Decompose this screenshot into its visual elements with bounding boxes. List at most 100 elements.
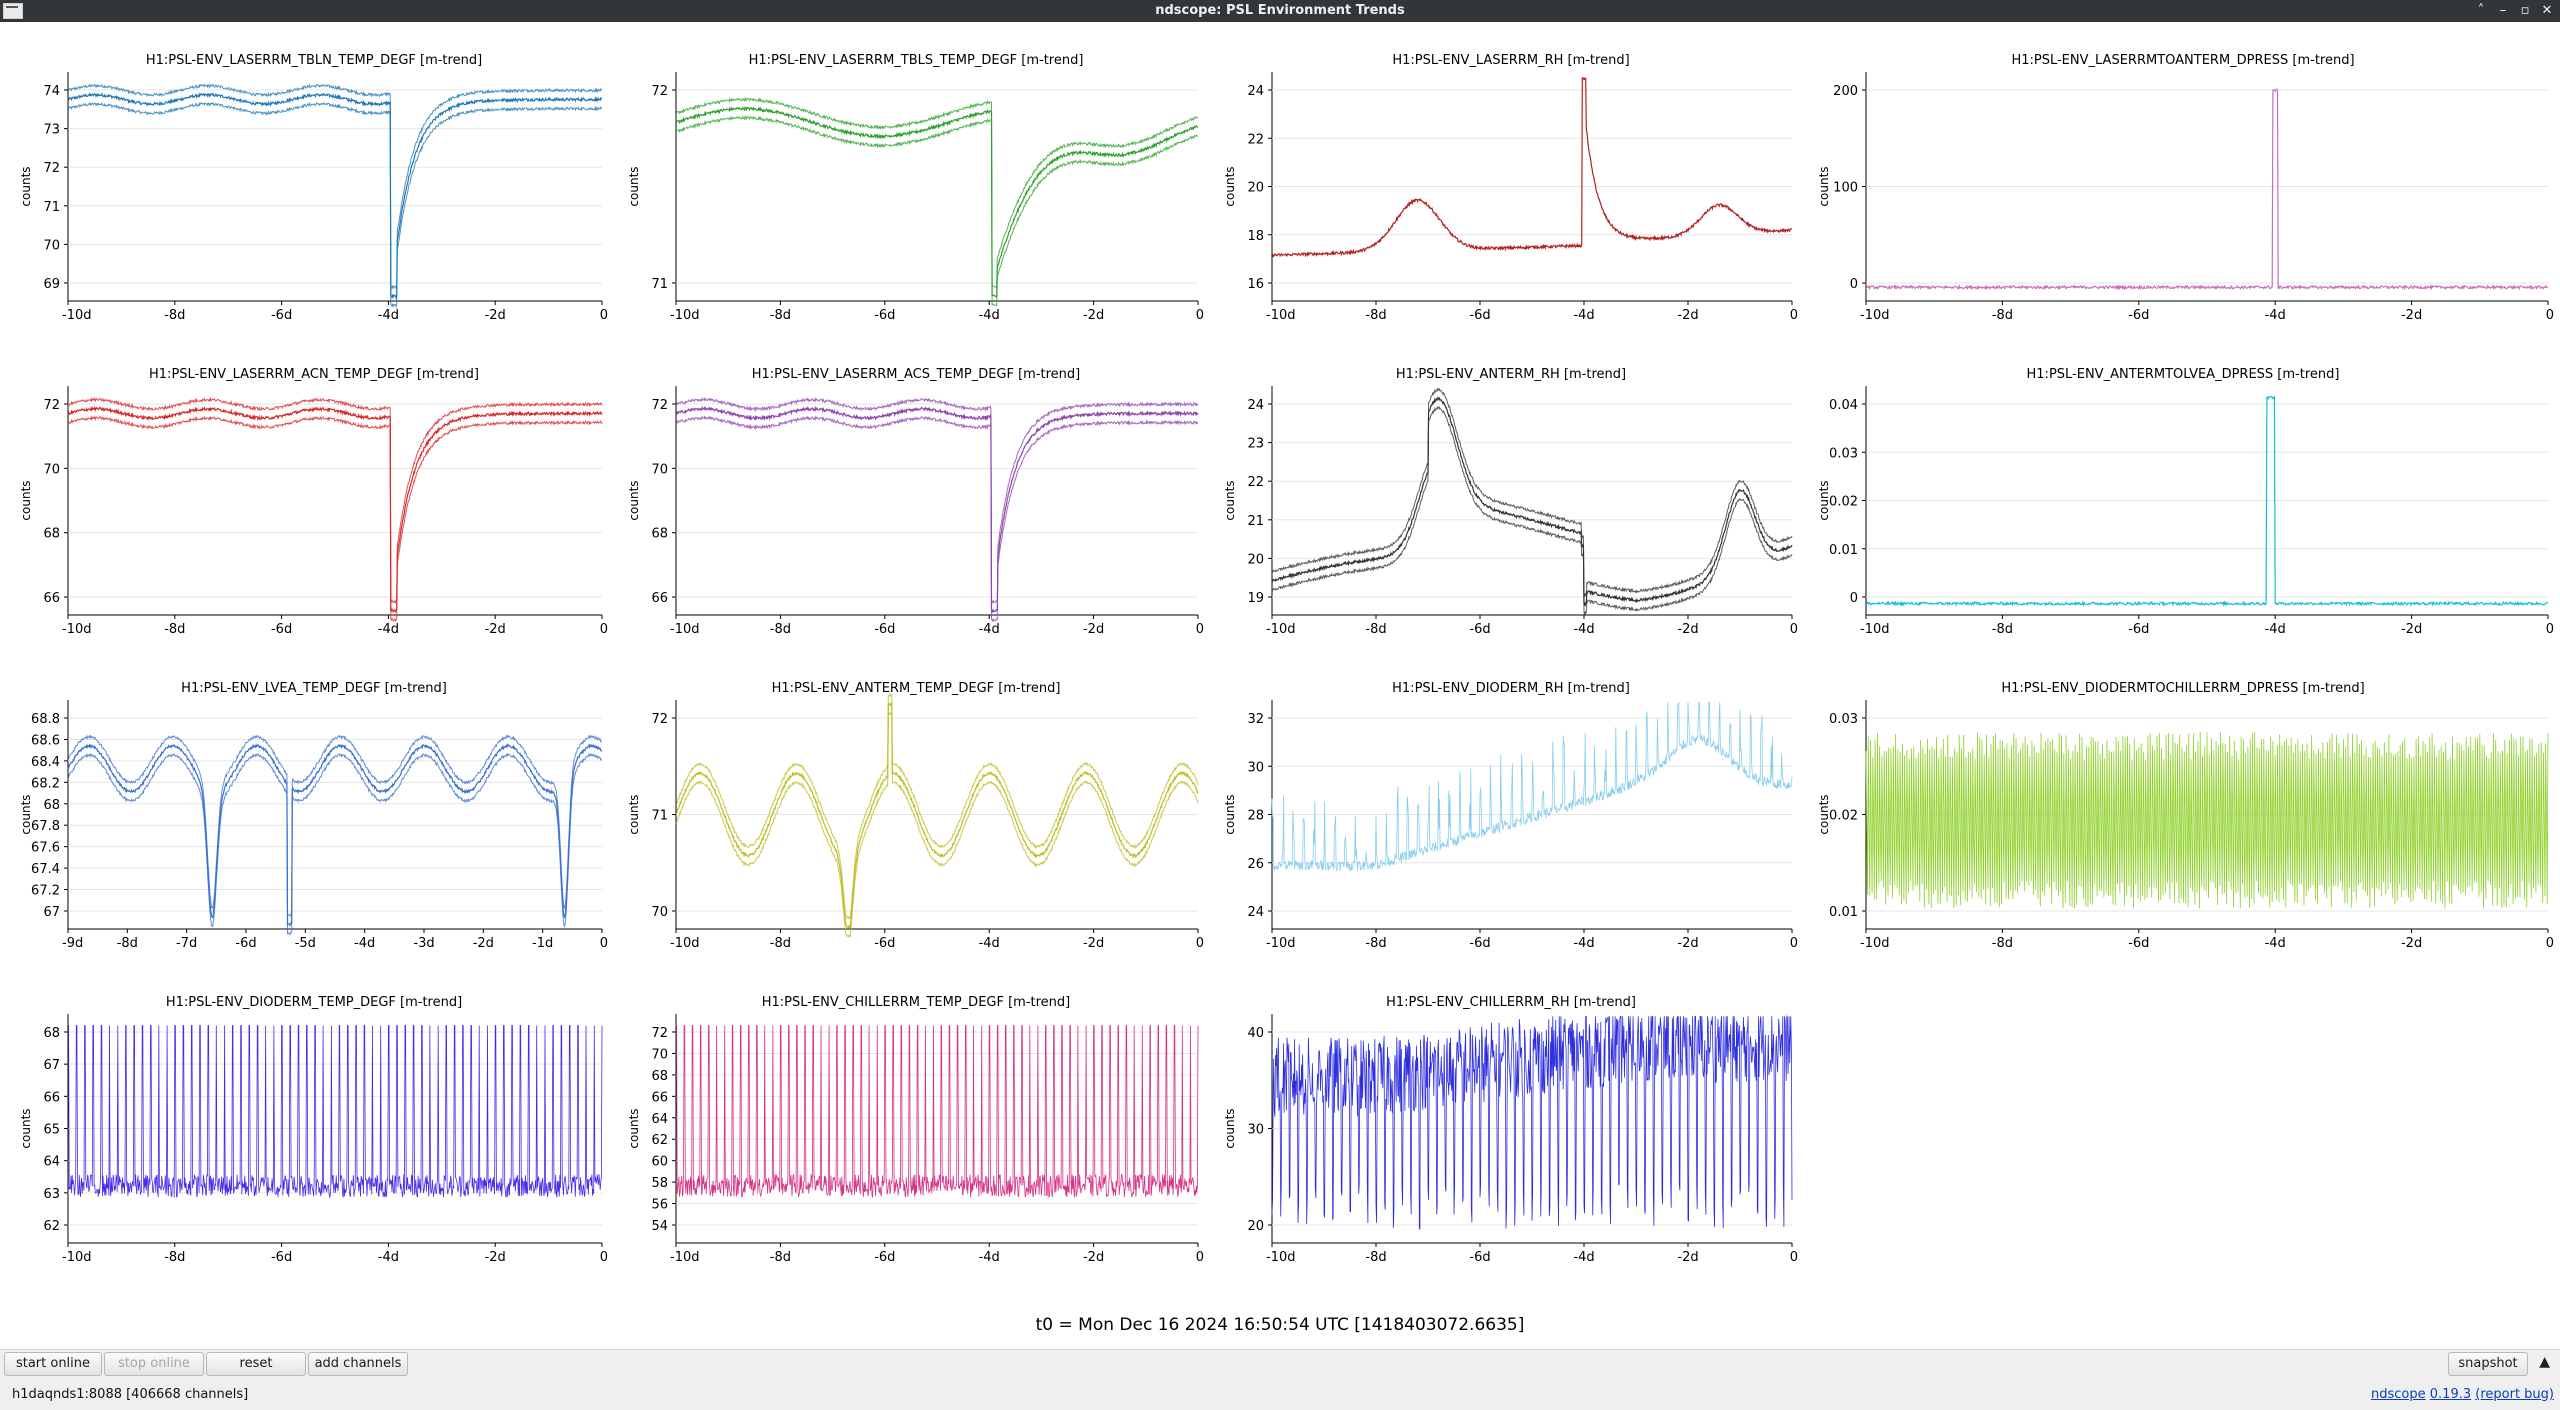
- y-tick-label: 60: [651, 1155, 668, 1170]
- y-tick-label: 100: [1833, 181, 1858, 196]
- y-tick-label: 68.2: [31, 776, 60, 791]
- x-tick-label: -4d: [2265, 622, 2286, 637]
- x-tick-label: -6d: [874, 622, 895, 637]
- plot-canvas[interactable]: [68, 386, 602, 615]
- plot-panel[interactable]: H1:PSL-ENV_DIODERM_RH [m-trend] counts 32 3…: [1223, 681, 1798, 951]
- trace-max: [67, 396, 603, 604]
- app-menu-icon[interactable]: [3, 3, 23, 19]
- plot-canvas[interactable]: [68, 72, 602, 301]
- x-tick-label: -10d: [670, 308, 700, 323]
- y-axis-label: counts: [1223, 794, 1237, 834]
- x-tick-label: -8d: [770, 308, 791, 323]
- y-tick-label: 20: [1247, 552, 1264, 567]
- snapshot-button[interactable]: snapshot: [2448, 1352, 2528, 1376]
- report-bug-link[interactable]: (report bug): [2475, 1387, 2554, 1402]
- trace-min: [1271, 405, 1793, 616]
- y-tick-label: 70: [651, 905, 668, 920]
- y-tick-label: 62: [651, 1133, 668, 1148]
- maximize-button[interactable]: ▫: [2520, 3, 2530, 18]
- trace-mean: [676, 1025, 1199, 1199]
- add-channels-button[interactable]: add channels: [308, 1352, 408, 1376]
- plot-panel[interactable]: H1:PSL-ENV_LASERRM_ACS_TEMP_DEGF [m-tren…: [627, 367, 1204, 637]
- trace-max: [1271, 387, 1793, 598]
- x-tick-label: -10d: [62, 1250, 92, 1265]
- y-tick-label: 66: [43, 1090, 60, 1105]
- x-tick-label: -2d: [485, 1250, 506, 1265]
- x-tick-label: -8d: [117, 936, 138, 951]
- y-tick-label: 62: [43, 1219, 60, 1234]
- y-tick-label: 65: [43, 1123, 60, 1138]
- plot-panel[interactable]: H1:PSL-ENV_LASERRM_TBLS_TEMP_DEGF [m-tre…: [627, 53, 1204, 323]
- window-titlebar: ndscope: PSL Environment Trends ˄ – ▫ ✕: [0, 0, 2560, 22]
- y-tick-label: 24: [1247, 398, 1264, 413]
- version-link[interactable]: 0.19.3: [2429, 1387, 2472, 1402]
- y-tick-label: 73: [43, 123, 60, 138]
- x-tick-label: 0: [1196, 1250, 1204, 1265]
- y-tick-label: 200: [1833, 84, 1858, 99]
- trace-mean: [1271, 396, 1793, 607]
- x-tick-label: -7d: [176, 936, 197, 951]
- plots-svg: H1:PSL-ENV_LASERRM_TBLN_TEMP_DEGF [m-tre…: [19, 53, 2554, 1265]
- y-tick-label: 0.02: [1829, 495, 1858, 510]
- y-tick-label: 0.04: [1829, 398, 1858, 413]
- collapse-arrow-icon[interactable]: ▲: [2539, 1354, 2550, 1370]
- y-tick-label: 22: [1247, 475, 1264, 490]
- minimize-button[interactable]: –: [2499, 3, 2507, 18]
- plot-canvas[interactable]: [68, 700, 602, 929]
- x-tick-label: -8d: [770, 936, 791, 951]
- plot-panel[interactable]: H1:PSL-ENV_CHILLERRM_TEMP_DEGF [m-trend]…: [627, 995, 1204, 1265]
- about-links: ndscope 0.19.3 (report bug): [2371, 1387, 2554, 1402]
- trace-mean: [67, 405, 603, 614]
- plot-title: H1:PSL-ENV_DIODERM_RH [m-trend]: [1392, 681, 1630, 696]
- plot-panel[interactable]: H1:PSL-ENV_ANTERM_TEMP_DEGF [m-trend] cou…: [627, 681, 1204, 951]
- plot-panel[interactable]: H1:PSL-ENV_LASERRM_TBLN_TEMP_DEGF [m-tre…: [19, 53, 608, 323]
- x-tick-label: -4d: [979, 308, 1000, 323]
- y-tick-label: 72: [651, 1026, 668, 1041]
- plot-panel[interactable]: H1:PSL-ENV_LASERRM_RH [m-trend] counts 24 2…: [1223, 53, 1798, 323]
- x-tick-label: 0: [1790, 936, 1798, 951]
- stop-online-button[interactable]: stop online: [104, 1352, 204, 1376]
- x-tick-label: -2d: [2401, 308, 2422, 323]
- keep-above-button[interactable]: ˄: [2477, 3, 2485, 18]
- plot-panel[interactable]: H1:PSL-ENV_LVEA_TEMP_DEGF [m-trend] count…: [19, 681, 608, 951]
- y-tick-label: 21: [1247, 514, 1264, 529]
- plot-canvas[interactable]: [676, 386, 1198, 615]
- x-tick-label: 0: [600, 1250, 608, 1265]
- x-tick-label: -6d: [2128, 936, 2149, 951]
- plot-canvas[interactable]: [676, 72, 1198, 301]
- plot-canvas[interactable]: [1272, 386, 1792, 615]
- plot-panel[interactable]: H1:PSL-ENV_LASERRMTOANTERM_DPRESS [m-tre…: [1817, 53, 2554, 323]
- y-tick-label: 71: [651, 809, 668, 824]
- y-tick-label: 72: [651, 712, 668, 727]
- x-tick-label: 0: [600, 936, 608, 951]
- plot-panel[interactable]: H1:PSL-ENV_LASERRM_ACN_TEMP_DEGF [m-tren…: [19, 367, 608, 637]
- x-tick-label: 0: [1790, 1250, 1798, 1265]
- trace-max: [67, 734, 603, 918]
- plot-panel[interactable]: H1:PSL-ENV_DIODERMTOCHILLERRM_DPRESS [m-…: [1817, 681, 2554, 951]
- y-axis-label: counts: [627, 166, 641, 206]
- plot-title: H1:PSL-ENV_ANTERMTOLVEA_DPRESS [m-trend]: [2027, 367, 2340, 382]
- x-tick-label: -4d: [378, 1250, 399, 1265]
- y-tick-label: 71: [651, 277, 668, 292]
- close-button[interactable]: ✕: [2541, 3, 2553, 18]
- plot-panel[interactable]: H1:PSL-ENV_ANTERM_RH [m-trend] counts 24 23…: [1223, 367, 1798, 637]
- x-tick-label: -6d: [1469, 1250, 1490, 1265]
- x-tick-label: -2d: [485, 622, 506, 637]
- x-tick-label: 0: [1196, 622, 1204, 637]
- y-tick-label: 54: [651, 1219, 668, 1234]
- plot-panel[interactable]: H1:PSL-ENV_CHILLERRM_RH [m-trend] counts 4…: [1223, 995, 1798, 1265]
- plot-canvas[interactable]: [676, 1014, 1198, 1243]
- y-tick-label: 69: [43, 277, 60, 292]
- ndscope-link[interactable]: ndscope: [2371, 1387, 2426, 1402]
- t0-label: t0 = Mon Dec 16 2024 16:50:54 UTC [14184…: [1035, 1315, 1525, 1335]
- plot-title: H1:PSL-ENV_ANTERM_TEMP_DEGF [m-trend]: [772, 681, 1061, 696]
- y-tick-label: 68: [651, 1069, 668, 1084]
- trace-mean: [68, 1025, 603, 1199]
- x-tick-label: -4d: [378, 622, 399, 637]
- reset-button[interactable]: reset: [206, 1352, 306, 1376]
- y-tick-label: 70: [651, 462, 668, 477]
- plot-panel[interactable]: H1:PSL-ENV_ANTERMTOLVEA_DPRESS [m-trend]…: [1817, 367, 2554, 637]
- plot-panel[interactable]: H1:PSL-ENV_DIODERM_TEMP_DEGF [m-trend] co…: [19, 995, 608, 1265]
- start-online-button[interactable]: start online: [4, 1352, 102, 1376]
- x-tick-label: 0: [600, 622, 608, 637]
